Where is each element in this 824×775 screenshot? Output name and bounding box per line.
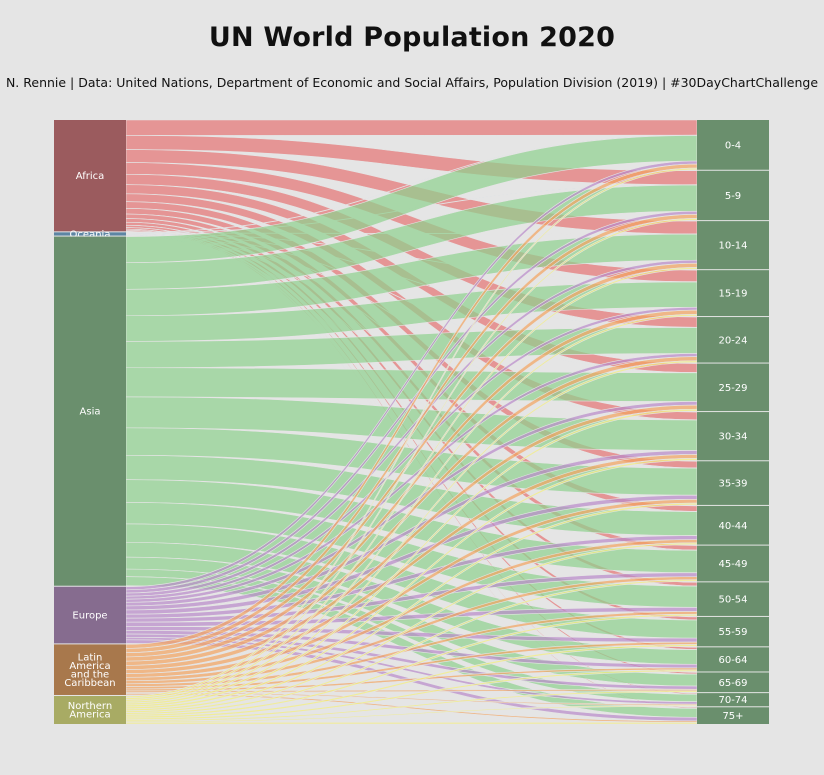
age-label-10-14: 10-14	[718, 241, 747, 252]
age-node-20-24	[697, 317, 769, 363]
age-node-40-44	[697, 505, 769, 545]
age-node-70-74	[697, 693, 769, 707]
region-label-oceania: Oceania	[70, 229, 111, 240]
age-label-40-44: 40-44	[718, 521, 747, 532]
age-label-0-4: 0-4	[725, 140, 741, 151]
age-label-55-59: 55-59	[718, 627, 747, 638]
age-label-70-74: 70-74	[718, 695, 747, 706]
flow-northern-america-0-4	[125, 167, 698, 699]
age-node-55-59	[697, 616, 769, 647]
age-label-15-19: 15-19	[718, 289, 747, 300]
region-node-africa	[54, 120, 126, 232]
flow-northern-america-15-19	[125, 313, 698, 704]
age-label-65-69: 65-69	[718, 678, 747, 689]
region-label-northern-america: Northern America	[68, 701, 112, 721]
sankey-flows	[125, 119, 698, 725]
sankey-nodes: Africa Oceania Asia Europe Latin America and t…	[54, 120, 769, 724]
age-label-75+: 75+	[722, 711, 743, 722]
flow-northern-america-5-9	[125, 218, 698, 700]
chart-title: UN World Population 2020	[208, 22, 616, 53]
region-label-asia: Asia	[80, 407, 101, 418]
age-label-50-54: 50-54	[718, 595, 747, 606]
age-node-10-14	[697, 221, 769, 270]
flow-africa-0-4	[125, 119, 698, 136]
age-label-60-64: 60-64	[718, 655, 747, 666]
flow-northern-america-20-24	[125, 360, 698, 706]
chart-subtitle: N. Rennie | Data: United Nations, Depart…	[5, 75, 819, 90]
region-label-latin-america-and-the-caribbean: Latin America and the Caribbean	[64, 652, 115, 689]
age-node-15-19	[697, 270, 769, 317]
age-node-35-39	[697, 461, 769, 505]
flow-northern-america-10-14	[125, 267, 698, 702]
age-node-30-34	[697, 412, 769, 461]
age-node-60-64	[697, 647, 769, 672]
region-node-europe	[54, 586, 126, 644]
age-node-65-69	[697, 672, 769, 693]
flow-northern-america-75+	[125, 721, 698, 725]
age-label-5-9: 5-9	[725, 191, 741, 202]
age-label-35-39: 35-39	[718, 479, 747, 490]
region-node-oceania	[54, 232, 126, 236]
age-node-75+	[697, 707, 769, 724]
region-node-asia	[54, 236, 126, 586]
flow-northern-america-25-29	[125, 408, 698, 708]
age-label-25-29: 25-29	[718, 383, 747, 394]
region-node-northern-america	[54, 695, 126, 724]
region-label-europe: Europe	[72, 611, 107, 622]
region-label-africa: Africa	[76, 171, 105, 182]
region-node-latin-america-and-the-caribbean	[54, 644, 126, 695]
age-node-25-29	[697, 363, 769, 412]
flow-northern-america-45-49	[125, 579, 698, 715]
age-label-30-34: 30-34	[718, 432, 747, 443]
age-label-45-49: 45-49	[718, 559, 747, 570]
age-label-20-24: 20-24	[718, 335, 747, 346]
age-node-50-54	[697, 582, 769, 616]
age-node-0-4	[697, 120, 769, 170]
age-node-45-49	[697, 545, 769, 582]
age-node-5-9	[697, 170, 769, 221]
flow-northern-america-50-54	[125, 613, 698, 717]
